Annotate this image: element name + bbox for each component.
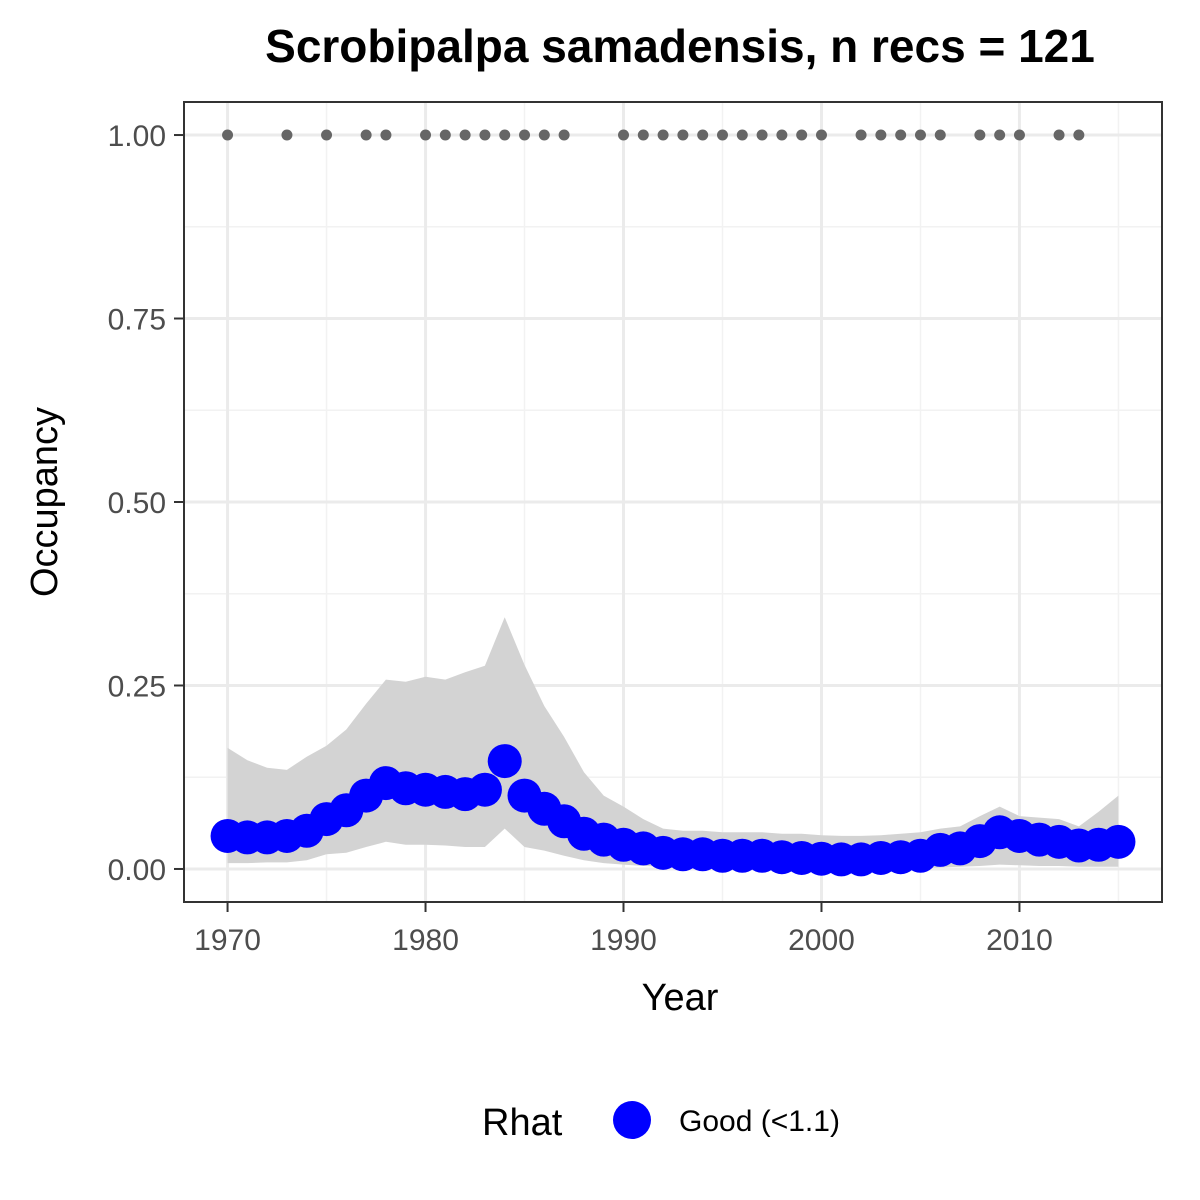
legend-label-good: Good (<1.1) (679, 1105, 840, 1138)
y-tick-label-3: 0.75 (108, 304, 166, 337)
record-point-1977 (360, 129, 372, 141)
legend-title: Rhat (482, 1102, 563, 1144)
record-point-1970 (222, 129, 234, 141)
occupancy-point-1984 (487, 744, 522, 779)
occupancy-point-2015 (1101, 824, 1136, 859)
record-point-2012 (1053, 129, 1065, 141)
chart-title: Scrobipalpa samadensis, n recs = 121 (265, 20, 1095, 72)
y-axis: 0.00 0.25 0.50 0.75 1.00 (108, 120, 184, 887)
record-point-1982 (459, 129, 471, 141)
record-point-1997 (756, 129, 768, 141)
x-axis-title: Year (642, 977, 719, 1019)
legend-key-good (613, 1101, 651, 1139)
record-point-2005 (914, 129, 926, 141)
record-point-1992 (657, 129, 669, 141)
record-point-2002 (855, 129, 867, 141)
record-point-1991 (637, 129, 649, 141)
record-point-1980 (420, 129, 432, 141)
record-point-1998 (776, 129, 788, 141)
record-point-1993 (677, 129, 689, 141)
x-tick-label-0: 1970 (194, 924, 261, 957)
record-point-1999 (796, 129, 808, 141)
y-tick-label-0: 0.00 (108, 854, 166, 887)
record-point-1994 (697, 129, 709, 141)
record-point-2009 (994, 129, 1006, 141)
record-point-2000 (815, 129, 827, 141)
x-tick-label-3: 2000 (788, 924, 855, 957)
record-point-1990 (618, 129, 630, 141)
record-point-1981 (439, 129, 451, 141)
record-point-1984 (499, 129, 511, 141)
record-point-2010 (1013, 129, 1025, 141)
y-axis-title: Occupancy (24, 407, 66, 597)
record-year-points (222, 129, 1085, 141)
record-point-1978 (380, 129, 392, 141)
y-tick-label-1: 0.25 (108, 670, 166, 703)
record-point-1973 (281, 129, 293, 141)
record-point-1985 (519, 129, 531, 141)
x-tick-label-2: 1990 (590, 924, 657, 957)
record-point-1996 (736, 129, 748, 141)
y-tick-label-4: 1.00 (108, 120, 166, 153)
record-point-1975 (321, 129, 333, 141)
record-point-2004 (895, 129, 907, 141)
record-point-2003 (875, 129, 887, 141)
legend: Rhat Good (<1.1) (482, 1101, 840, 1144)
occupancy-points (210, 744, 1136, 877)
x-axis: 1970 1980 1990 2000 2010 (194, 902, 1053, 957)
record-point-2008 (974, 129, 986, 141)
x-tick-label-4: 2010 (986, 924, 1053, 957)
record-point-2006 (934, 129, 946, 141)
record-point-1983 (479, 129, 491, 141)
record-point-1986 (538, 129, 550, 141)
y-tick-label-2: 0.50 (108, 487, 166, 520)
record-point-1995 (716, 129, 728, 141)
record-point-2013 (1073, 129, 1085, 141)
record-point-1987 (558, 129, 570, 141)
x-tick-label-1: 1980 (392, 924, 459, 957)
occupancy-point-1983 (467, 772, 502, 807)
